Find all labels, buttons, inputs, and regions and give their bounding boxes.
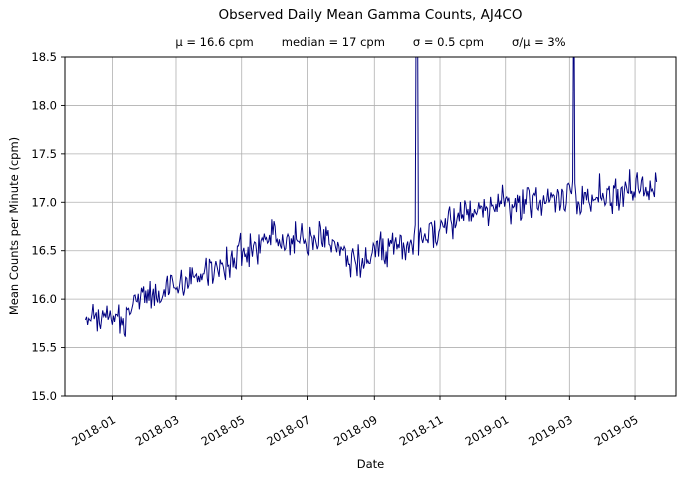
x-tick-label: 2019-03 [526, 412, 575, 448]
x-tick-label: 2018-09 [331, 412, 380, 448]
chart-stats-line: μ = 16.6 cpm median = 17 cpm σ = 0.5 cpm… [65, 35, 676, 49]
x-tick-label: 2018-05 [199, 412, 248, 448]
x-tick-label: 2018-01 [69, 412, 118, 448]
x-axis-label: Date [356, 457, 385, 471]
stat-sigma: σ = 0.5 cpm [412, 35, 484, 49]
x-tick-label: 2019-01 [463, 412, 512, 448]
x-tick-label: 2019-05 [592, 412, 641, 448]
y-axis-label: Mean Counts per Minute (cpm) [7, 136, 21, 316]
x-tick-label: 2018-03 [133, 412, 182, 448]
y-tick-label: 16.0 [31, 292, 57, 306]
x-tick-label: 2018-07 [264, 412, 313, 448]
plot-border [64, 56, 677, 397]
y-tick-label: 18.5 [31, 50, 57, 64]
chart-title: Observed Daily Mean Gamma Counts, AJ4CO [218, 7, 523, 23]
y-tick-label: 17.5 [31, 147, 57, 161]
stat-median: median = 17 cpm [281, 35, 385, 49]
stat-mean: μ = 16.6 cpm [175, 35, 254, 49]
stat-sigma-over-mean: σ/μ = 3% [511, 35, 566, 49]
y-tick-label: 16.5 [31, 244, 57, 258]
data-line [84, 57, 658, 337]
y-tick-label: 18.0 [31, 98, 57, 112]
y-tick-label: 15.5 [31, 341, 57, 355]
y-tick-label: 15.0 [31, 389, 57, 403]
y-tick-label: 17.0 [31, 195, 57, 209]
x-tick-label: 2018-11 [397, 412, 446, 448]
